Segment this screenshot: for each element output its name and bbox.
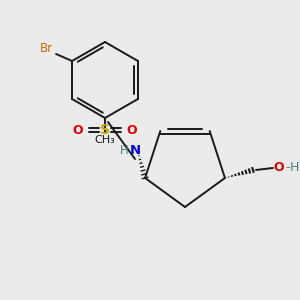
Text: O: O bbox=[73, 124, 83, 136]
Text: CH₃: CH₃ bbox=[94, 135, 116, 145]
Text: O: O bbox=[274, 161, 284, 175]
Text: H: H bbox=[120, 143, 128, 157]
Text: -: - bbox=[286, 161, 290, 175]
Text: Br: Br bbox=[40, 41, 53, 55]
Text: S: S bbox=[100, 123, 110, 137]
Text: H: H bbox=[289, 161, 298, 175]
Text: N: N bbox=[129, 145, 141, 158]
Text: O: O bbox=[127, 124, 137, 136]
